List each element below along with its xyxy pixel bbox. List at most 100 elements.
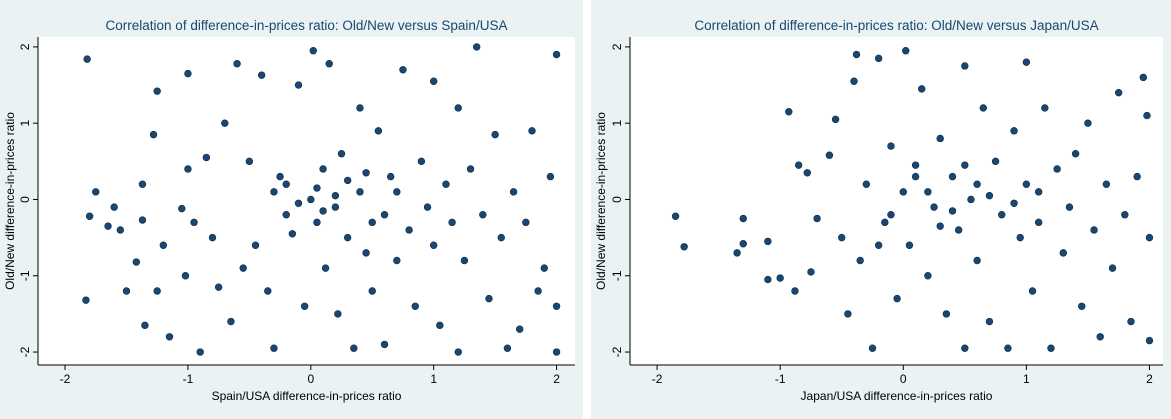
scatter-point	[485, 294, 493, 303]
scatter-point	[423, 203, 432, 211]
scatter-point	[1114, 88, 1123, 97]
scatter-point	[1047, 344, 1055, 352]
scatter-point	[1010, 127, 1018, 135]
scatter-point	[924, 272, 932, 280]
scatter-point	[356, 188, 364, 196]
scatter-point	[472, 43, 481, 51]
scatter-point	[159, 241, 168, 249]
scatter-point	[196, 348, 204, 356]
scatter-point	[1053, 165, 1061, 173]
scatter-point	[337, 150, 346, 158]
scatter-point	[552, 348, 561, 356]
scatter-point	[429, 77, 438, 85]
scatter-point	[104, 222, 112, 230]
scatter-point	[294, 81, 303, 89]
scatter-point	[399, 66, 407, 74]
scatter-point	[343, 233, 352, 242]
scatter-point	[1102, 180, 1111, 188]
scatter-point	[239, 264, 247, 272]
scatter-point	[245, 157, 254, 166]
y-tick-label: -1	[610, 270, 624, 281]
scatter-point	[552, 302, 561, 310]
scatter-point	[393, 188, 401, 196]
scatter-point	[961, 344, 969, 352]
scatter-point	[321, 264, 330, 272]
scatter-point	[991, 157, 1000, 166]
scatter-point	[528, 127, 536, 135]
scatter-point	[448, 218, 456, 227]
scatter-point	[116, 226, 125, 234]
scatter-point	[368, 218, 376, 227]
scatter-point	[282, 180, 290, 188]
scatter-point	[552, 50, 561, 59]
scatter-point	[411, 302, 419, 310]
scatter-point	[405, 226, 413, 234]
scatter-point	[334, 310, 342, 318]
scatter-point	[92, 188, 100, 196]
y-tick-label: 0	[18, 196, 32, 203]
scatter-point	[918, 85, 926, 93]
scatter-point	[1139, 73, 1148, 82]
scatter-point	[671, 212, 680, 220]
scatter-point	[862, 180, 871, 188]
scatter-point	[141, 321, 149, 330]
scatter-point	[1127, 317, 1135, 326]
scatter-point	[184, 165, 192, 173]
scatter-point	[874, 241, 883, 249]
scatter-point	[362, 169, 370, 177]
scatter-point	[319, 165, 327, 173]
scatter-point	[1108, 264, 1117, 272]
scatter-point	[733, 249, 741, 257]
scatter-point	[1010, 199, 1018, 207]
scatter-point	[998, 211, 1006, 219]
scatter-point	[1078, 302, 1086, 310]
scatter-point	[331, 191, 340, 200]
scatter-point	[942, 310, 951, 318]
scatter-point	[184, 69, 192, 78]
scatter-point	[791, 287, 799, 295]
scatter-point	[138, 216, 147, 224]
scatter-point	[899, 188, 907, 196]
scatter-point	[509, 188, 518, 196]
scatter-point	[270, 344, 278, 352]
scatter-point	[313, 218, 321, 227]
scatter-point	[288, 230, 297, 238]
scatter-point	[803, 169, 811, 177]
scatter-point	[429, 241, 438, 249]
x-axis-title: Spain/USA difference-in-prices ratio	[212, 389, 402, 403]
scatter-point	[1143, 111, 1151, 120]
scatter-point	[838, 233, 846, 242]
scatter-point	[1016, 233, 1024, 242]
scatter-point	[936, 222, 944, 230]
scatter-point	[233, 59, 241, 68]
scatter-point	[813, 214, 821, 223]
scatter-point	[540, 264, 548, 272]
scatter-point	[887, 142, 895, 150]
y-tick-label: 2	[610, 43, 624, 50]
scatter-point	[122, 287, 131, 295]
scatter-point	[1145, 336, 1154, 345]
scatter-point	[313, 184, 321, 192]
scatter-point	[979, 104, 987, 112]
scatter-point	[961, 161, 969, 169]
y-tick-label: -1	[18, 270, 32, 281]
scatter-point	[374, 127, 383, 135]
scatter-point	[85, 212, 94, 220]
scatter-point	[300, 302, 309, 310]
scatter-point	[887, 211, 895, 219]
scatter-point	[83, 55, 91, 63]
scatter-point	[251, 241, 260, 249]
scatter-point	[973, 180, 981, 188]
scatter-point	[208, 233, 217, 242]
scatter-point	[270, 188, 278, 196]
scatter-point	[417, 157, 426, 166]
scatter-point	[911, 161, 920, 169]
scatter-point	[902, 47, 910, 55]
scatter-point	[844, 310, 852, 318]
scatter-point	[257, 71, 266, 79]
scatter-point	[503, 344, 512, 352]
scatter-point	[954, 226, 963, 234]
scatter-point	[436, 321, 444, 330]
scatter-point	[442, 180, 450, 188]
